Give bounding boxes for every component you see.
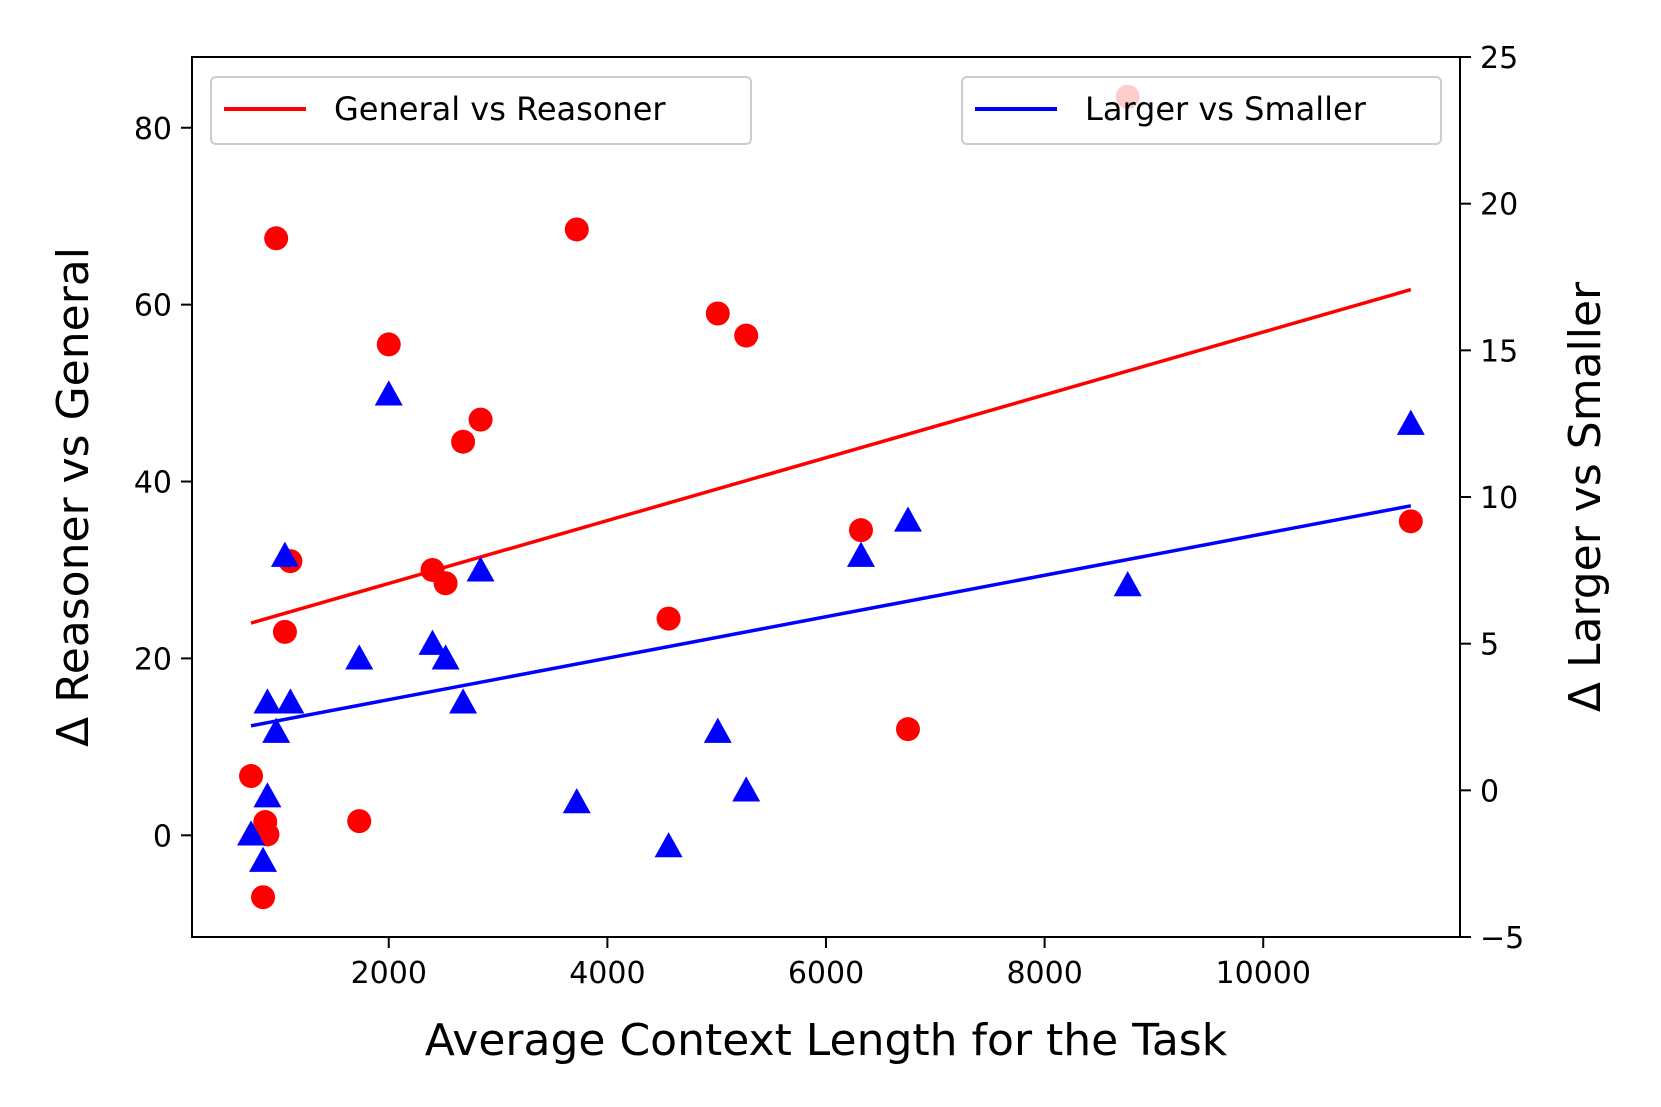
data-point-triangle: [249, 846, 278, 872]
data-point-circle: [272, 619, 297, 644]
data-point-triangle: [703, 717, 732, 743]
data-point-triangle: [1113, 571, 1142, 597]
data-point-circle: [656, 606, 681, 631]
data-point-triangle: [466, 556, 495, 582]
data-point-circle: [347, 809, 372, 834]
right-y-tick-label: 15: [1480, 334, 1518, 369]
x-tick-label: 6000: [788, 956, 864, 991]
right-y-tick-label: 25: [1480, 41, 1518, 76]
data-point-circle: [433, 571, 458, 596]
x-axis-ticks: 2000 4000 6000 8000 10000: [351, 937, 1311, 991]
left-y-tick-label: 20: [134, 642, 172, 677]
data-point-triangle: [846, 541, 875, 567]
legend-label: Larger vs Smaller: [1085, 90, 1367, 128]
data-point-circle: [239, 764, 264, 789]
data-point-circle: [734, 323, 759, 348]
data-point-circle: [376, 332, 401, 357]
legend-label: General vs Reasoner: [334, 90, 666, 128]
data-point-triangle: [418, 629, 447, 655]
data-point-triangle: [374, 380, 403, 406]
data-point-triangle: [237, 820, 266, 846]
data-point-triangle: [562, 788, 591, 814]
right-y-tick-label: 0: [1480, 774, 1499, 809]
series-general-vs-reasoner: [239, 84, 1423, 910]
data-point-triangle: [732, 776, 761, 802]
data-point-triangle: [893, 506, 922, 532]
left-y-tick-label: 80: [134, 112, 172, 147]
data-point-circle: [1398, 509, 1423, 534]
x-axis-title: Average Context Length for the Task: [425, 1015, 1228, 1066]
data-point-triangle: [345, 644, 374, 670]
right-y-axis-ticks: −5 0 5 10 15 20 25: [1460, 41, 1524, 956]
x-tick-label: 8000: [1006, 956, 1082, 991]
data-point-triangle: [449, 688, 478, 714]
data-point-circle: [451, 429, 476, 454]
trend-line: [250, 287, 1412, 625]
series-larger-vs-smaller: [237, 380, 1425, 872]
data-point-circle: [705, 301, 730, 326]
data-point-triangle: [253, 782, 282, 808]
x-tick-label: 2000: [351, 956, 427, 991]
legend-larger-vs-smaller: Larger vs Smaller: [961, 76, 1442, 145]
plot-marks: [237, 84, 1425, 910]
legend-box: [210, 76, 752, 145]
data-point-circle: [468, 407, 493, 432]
data-point-triangle: [1396, 409, 1425, 435]
legend-general-vs-reasoner: General vs Reasoner: [210, 76, 752, 145]
data-point-circle: [564, 217, 589, 242]
right-y-tick-label: 20: [1480, 188, 1518, 223]
left-y-tick-label: 60: [134, 289, 172, 324]
data-point-circle: [251, 885, 276, 910]
trend-line: [250, 504, 1412, 728]
right-y-axis-title: Δ Larger vs Smaller: [1560, 281, 1611, 712]
data-point-triangle: [276, 688, 305, 714]
x-tick-label: 4000: [569, 956, 645, 991]
data-point-circle: [848, 518, 873, 543]
legend-box: [961, 76, 1442, 145]
data-point-circle: [895, 717, 920, 742]
left-y-tick-label: 0: [153, 819, 172, 854]
data-point-circle: [264, 226, 289, 251]
right-y-tick-label: 5: [1480, 628, 1499, 663]
data-point-triangle: [654, 832, 683, 858]
right-y-tick-label: 10: [1480, 481, 1518, 516]
data-point-triangle: [262, 717, 291, 743]
data-point-triangle: [253, 688, 282, 714]
data-point-triangle: [431, 644, 460, 670]
data-point-triangle: [270, 541, 299, 567]
left-y-axis-title: Δ Reasoner vs General: [48, 247, 99, 747]
left-y-axis-ticks: 0 20 40 60 80: [134, 112, 192, 854]
left-y-tick-label: 40: [134, 466, 172, 501]
x-tick-label: 10000: [1216, 956, 1311, 991]
right-y-tick-label: −5: [1480, 921, 1524, 956]
